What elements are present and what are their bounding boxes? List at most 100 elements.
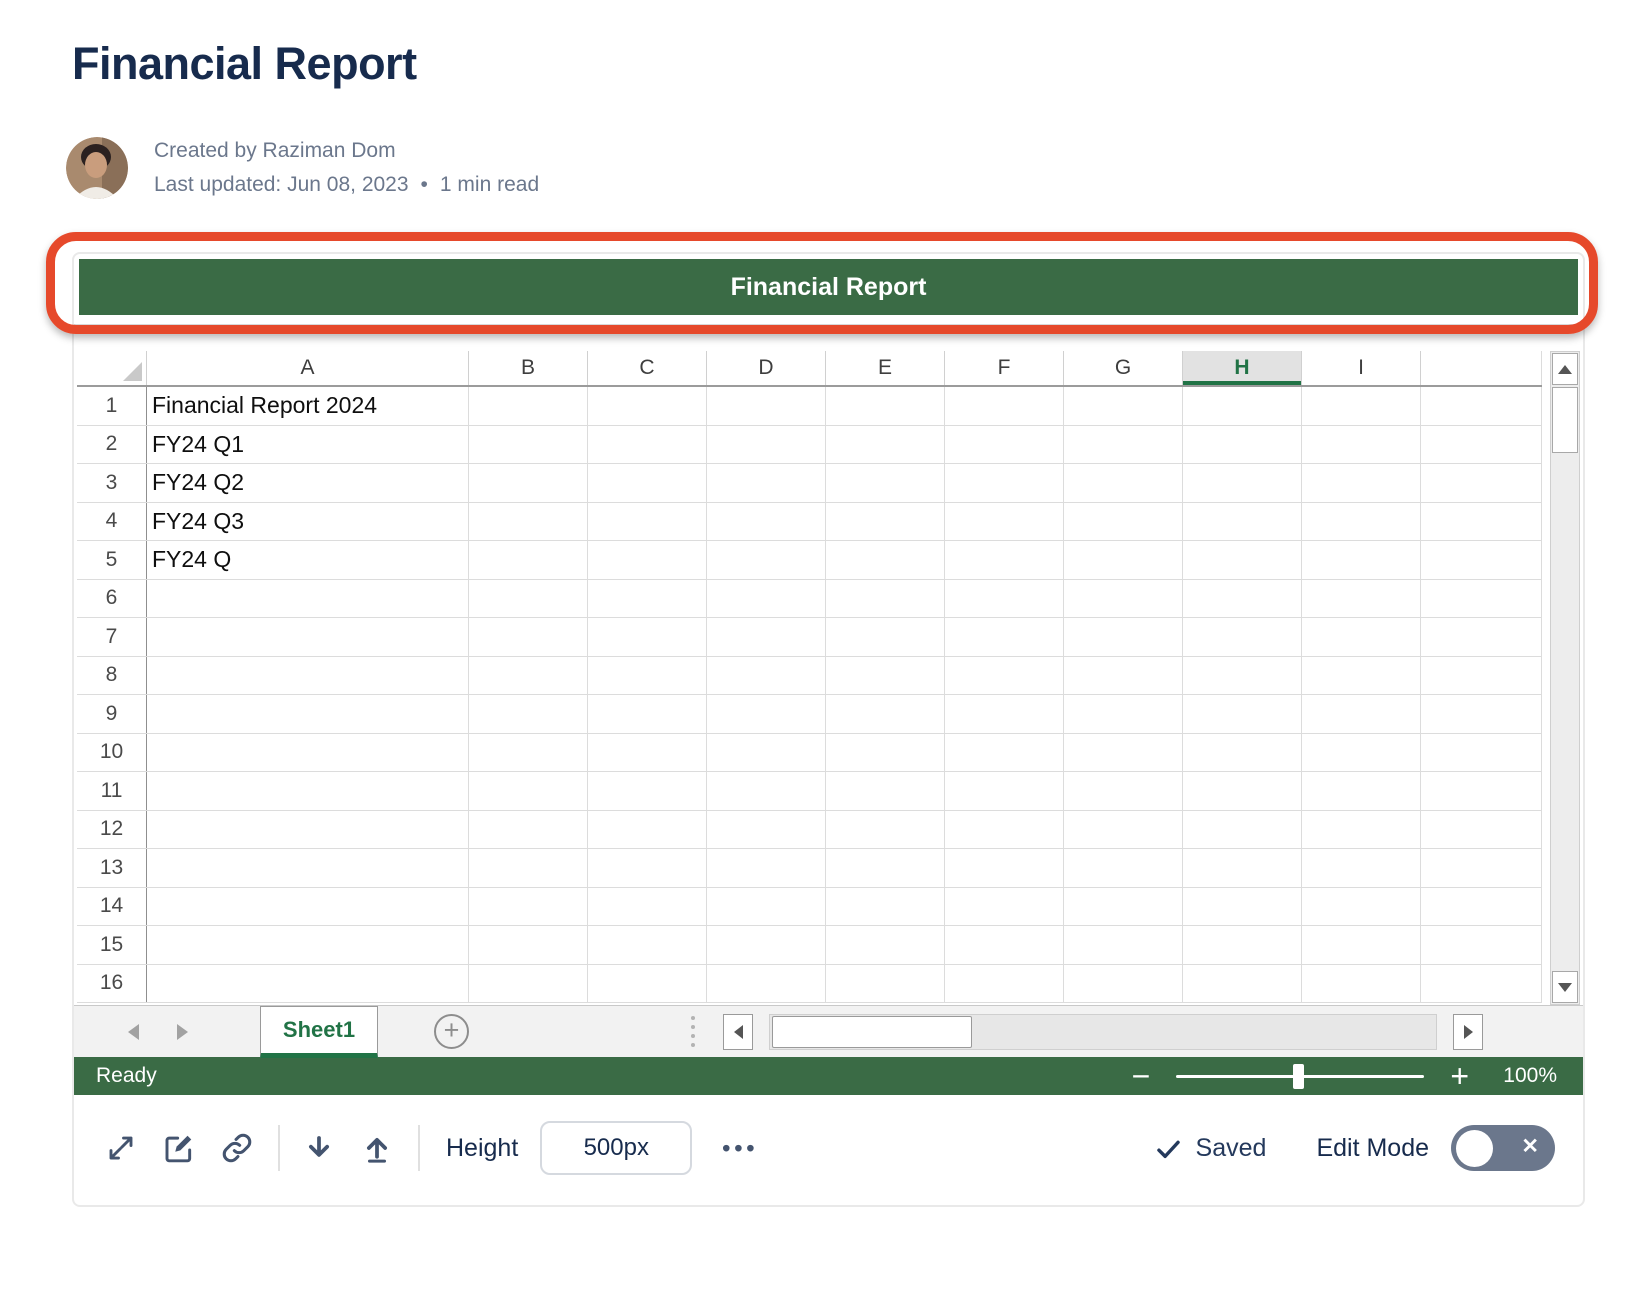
scroll-left-button[interactable] — [723, 1013, 753, 1050]
cell-E11[interactable] — [826, 772, 945, 810]
cell-G13[interactable] — [1064, 849, 1183, 887]
cell-A6[interactable] — [147, 579, 469, 617]
cell-I6[interactable] — [1302, 579, 1421, 617]
cell-E7[interactable] — [826, 618, 945, 656]
row-header-15[interactable]: 15 — [77, 926, 147, 964]
horizontal-scroll-thumb[interactable] — [772, 1015, 972, 1048]
cell-I9[interactable] — [1302, 695, 1421, 733]
cell-F12[interactable] — [945, 810, 1064, 848]
cell-A9[interactable] — [147, 695, 469, 733]
row-header-4[interactable]: 4 — [77, 502, 147, 540]
cell-E13[interactable] — [826, 849, 945, 887]
row-header-6[interactable]: 6 — [77, 579, 147, 617]
cell-G6[interactable] — [1064, 579, 1183, 617]
vertical-scroll-track[interactable] — [1551, 454, 1579, 970]
scroll-up-button[interactable] — [1552, 353, 1578, 385]
cell-B15[interactable] — [469, 926, 588, 964]
cell-F9[interactable] — [945, 695, 1064, 733]
cell-H2[interactable] — [1183, 425, 1302, 463]
cell-H6[interactable] — [1183, 579, 1302, 617]
column-header-C[interactable]: C — [588, 351, 707, 385]
row-header-16[interactable]: 16 — [77, 964, 147, 1002]
cell-B8[interactable] — [469, 656, 588, 694]
cell-I3[interactable] — [1302, 464, 1421, 502]
column-header-F[interactable]: F — [945, 351, 1064, 385]
row-header-9[interactable]: 9 — [77, 695, 147, 733]
row-header-5[interactable]: 5 — [77, 541, 147, 579]
download-button[interactable] — [296, 1125, 342, 1171]
cell-I15[interactable] — [1302, 926, 1421, 964]
cell-E6[interactable] — [826, 579, 945, 617]
column-header-G[interactable]: G — [1064, 351, 1183, 385]
link-button[interactable] — [214, 1125, 260, 1171]
horizontal-scroll-track[interactable] — [769, 1013, 1437, 1050]
cell-C8[interactable] — [588, 656, 707, 694]
cell-C1[interactable] — [588, 387, 707, 425]
cell-A2[interactable]: FY24 Q1 — [147, 425, 469, 463]
cell-F4[interactable] — [945, 502, 1064, 540]
row-header-8[interactable]: 8 — [77, 656, 147, 694]
cell-C12[interactable] — [588, 810, 707, 848]
column-header-D[interactable]: D — [707, 351, 826, 385]
cell-E3[interactable] — [826, 464, 945, 502]
cell-A3[interactable]: FY24 Q2 — [147, 464, 469, 502]
cell-D7[interactable] — [707, 618, 826, 656]
cell-I10[interactable] — [1302, 733, 1421, 771]
tab-nav-left-icon[interactable] — [120, 1023, 139, 1040]
add-sheet-button[interactable]: + — [434, 1014, 469, 1049]
author-avatar[interactable] — [66, 137, 128, 199]
sheet-tab-sheet1[interactable]: Sheet1 — [260, 1005, 378, 1058]
cell-C11[interactable] — [588, 772, 707, 810]
cell-C5[interactable] — [588, 541, 707, 579]
cell-A1[interactable]: Financial Report 2024 — [147, 387, 469, 425]
cell-G12[interactable] — [1064, 810, 1183, 848]
row-header-14[interactable]: 14 — [77, 887, 147, 925]
cell-D1[interactable] — [707, 387, 826, 425]
cell-A14[interactable] — [147, 887, 469, 925]
cell-H8[interactable] — [1183, 656, 1302, 694]
cell-F7[interactable] — [945, 618, 1064, 656]
edit-mode-toggle[interactable]: ✕ — [1451, 1125, 1555, 1171]
cell-G3[interactable] — [1064, 464, 1183, 502]
cell-H9[interactable] — [1183, 695, 1302, 733]
cell-D3[interactable] — [707, 464, 826, 502]
column-header-A[interactable]: A — [147, 351, 469, 385]
cell-A4[interactable]: FY24 Q3 — [147, 502, 469, 540]
cell-G2[interactable] — [1064, 425, 1183, 463]
cell-D2[interactable] — [707, 425, 826, 463]
cell-A15[interactable] — [147, 926, 469, 964]
cell-H4[interactable] — [1183, 502, 1302, 540]
cell-G8[interactable] — [1064, 656, 1183, 694]
cell-D16[interactable] — [707, 964, 826, 1002]
cell-D4[interactable] — [707, 502, 826, 540]
cell-I13[interactable] — [1302, 849, 1421, 887]
cell-F8[interactable] — [945, 656, 1064, 694]
cell-I4[interactable] — [1302, 502, 1421, 540]
cell-B14[interactable] — [469, 887, 588, 925]
cell-I16[interactable] — [1302, 964, 1421, 1002]
cell-D12[interactable] — [707, 810, 826, 848]
more-options-button[interactable]: ••• — [722, 1134, 759, 1161]
cell-B11[interactable] — [469, 772, 588, 810]
cell-C9[interactable] — [588, 695, 707, 733]
cell-D11[interactable] — [707, 772, 826, 810]
vertical-scroll-thumb[interactable] — [1552, 387, 1578, 453]
cell-D15[interactable] — [707, 926, 826, 964]
cell-C16[interactable] — [588, 964, 707, 1002]
cell-F11[interactable] — [945, 772, 1064, 810]
cell-H7[interactable] — [1183, 618, 1302, 656]
cell-D14[interactable] — [707, 887, 826, 925]
cell-C6[interactable] — [588, 579, 707, 617]
cell-C14[interactable] — [588, 887, 707, 925]
column-header-H[interactable]: H — [1183, 351, 1302, 385]
cell-H11[interactable] — [1183, 772, 1302, 810]
cell-E4[interactable] — [826, 502, 945, 540]
cell-D8[interactable] — [707, 656, 826, 694]
cell-A7[interactable] — [147, 618, 469, 656]
cell-C3[interactable] — [588, 464, 707, 502]
zoom-slider[interactable] — [1176, 1063, 1425, 1089]
row-header-12[interactable]: 12 — [77, 810, 147, 848]
cell-I7[interactable] — [1302, 618, 1421, 656]
cell-G1[interactable] — [1064, 387, 1183, 425]
row-header-10[interactable]: 10 — [77, 733, 147, 771]
